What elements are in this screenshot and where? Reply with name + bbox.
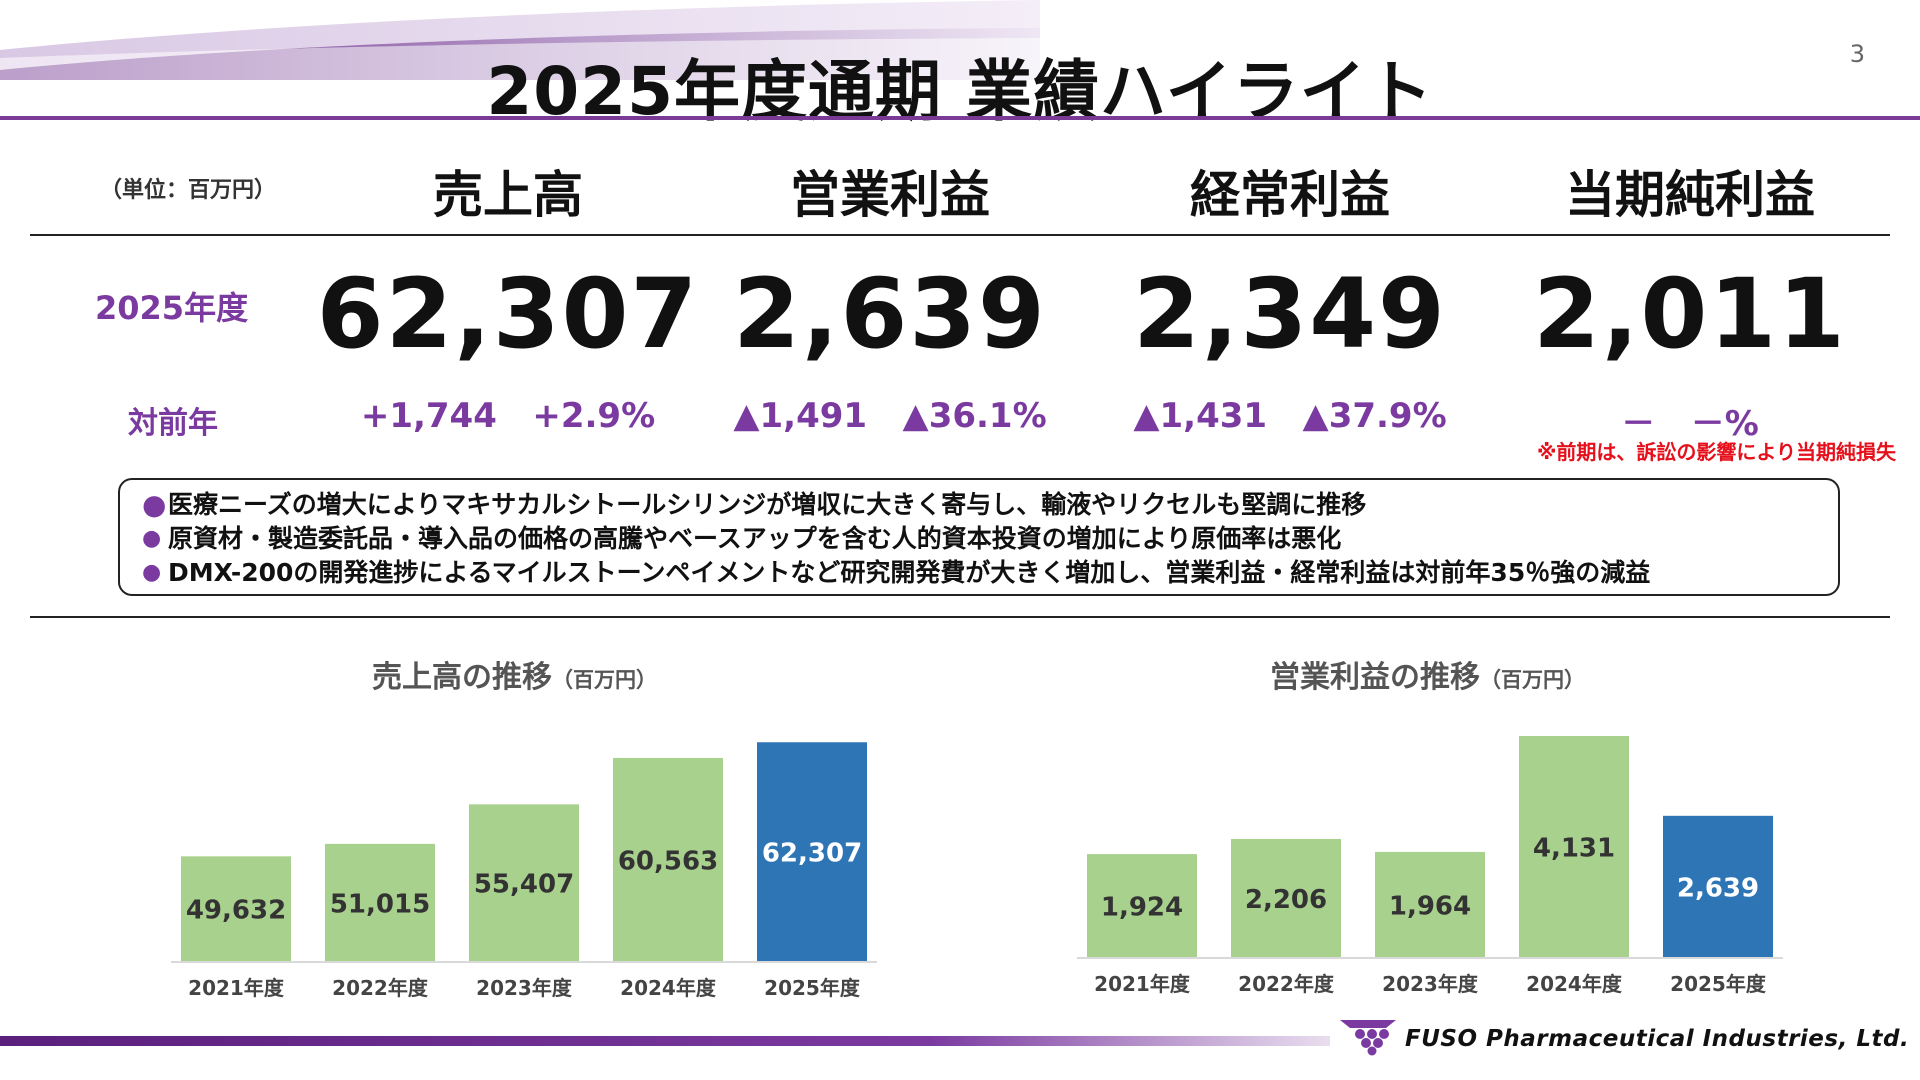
sales-bar	[181, 856, 291, 961]
kpi-value-sales: 62,307	[316, 258, 700, 370]
op-income-chart-title-text: 営業利益の推移	[1270, 660, 1480, 695]
sales-chart-title: 売上高の推移（百万円）	[372, 652, 657, 696]
kpi-yoy-sales: +1,744 +2.9%	[360, 396, 656, 436]
kpi-header-ordinary-income: 経常利益	[1190, 166, 1390, 224]
op-income-bar	[1375, 851, 1485, 957]
op-income-data-label: 2,206	[1245, 885, 1327, 915]
sales-data-label: 51,015	[330, 889, 430, 919]
row-label-year: 2025年度	[95, 289, 249, 327]
summary-item: ● DMX-200の開発進捗によるマイルストーンペイメントなど研究開発費が大きく…	[142, 556, 1838, 590]
bullet-icon: ●	[142, 526, 162, 551]
sales-category-label: 2021年度	[188, 976, 285, 1000]
sales-data-label: 62,307	[762, 839, 862, 869]
op-income-chart: 1,924 2021年度 2,206 2022年度 1,964 2023年度 4,131 20…	[1077, 736, 1783, 996]
header-decoration	[0, 0, 1040, 120]
kpi-header-operating-income: 営業利益	[790, 166, 990, 224]
summary-text: 原資材・製造委託品・導入品の価格の高騰やベースアップを含む人的資本投資の増加によ…	[168, 524, 1342, 553]
title-divider	[0, 116, 1920, 120]
op-income-bar	[1087, 854, 1197, 957]
sales-category-label: 2025年度	[764, 976, 861, 1000]
sales-chart: 49,632 2021年度 51,015 2022年度 55,407 2023年度 60,5…	[171, 742, 877, 1000]
sales-bar	[325, 843, 435, 961]
sales-bar	[613, 757, 723, 961]
sales-category-label: 2022年度	[332, 976, 429, 1000]
kpi-divider	[30, 234, 1890, 236]
footer-bar	[0, 1036, 1330, 1046]
op-income-bar	[1663, 815, 1773, 957]
company-logo-icon	[1340, 1020, 1396, 1056]
sales-chart-title-text: 売上高の推移	[372, 660, 552, 695]
summary-item: ● 医療ニーズの増大によりマキサカルシトールシリンジが増収に大きく寄与し、輸液や…	[142, 488, 1838, 522]
kpi-header-sales: 売上高	[433, 166, 583, 224]
op-income-category-label: 2024年度	[1526, 972, 1623, 996]
sales-data-label: 55,407	[474, 870, 574, 900]
op-income-category-label: 2023年度	[1382, 972, 1479, 996]
sales-category-label: 2023年度	[476, 976, 573, 1000]
company-name: FUSO Pharmaceutical Industries, Ltd.	[1405, 1026, 1910, 1052]
summary-text: DMX-200の開発進捗によるマイルストーンペイメントなど研究開発費が大きく増加…	[168, 558, 1651, 587]
op-income-category-label: 2022年度	[1238, 972, 1335, 996]
op-income-bar	[1519, 736, 1629, 957]
kpi-yoy-operating-income: ▲1,491 ▲36.1%	[733, 396, 1047, 436]
op-income-data-label: 1,924	[1101, 893, 1183, 923]
summary-item: ● 原資材・製造委託品・導入品の価格の高騰やベースアップを含む人的資本投資の増加…	[142, 522, 1838, 556]
op-income-bar	[1231, 838, 1341, 957]
op-income-category-label: 2021年度	[1094, 972, 1191, 996]
row-label-yoy: 対前年	[128, 406, 218, 441]
op-income-category-label: 2025年度	[1670, 972, 1767, 996]
bullet-icon: ●	[142, 560, 162, 585]
section-divider	[30, 616, 1890, 618]
op-income-data-label: 2,639	[1677, 873, 1759, 903]
unit-label: （単位：百万円）	[100, 178, 277, 203]
op-income-chart-title: 営業利益の推移（百万円）	[1270, 652, 1585, 696]
kpi-yoy-ordinary-income: ▲1,431 ▲37.9%	[1133, 396, 1447, 436]
kpi-value-ordinary-income: 2,349	[1133, 258, 1447, 370]
sales-chart-unit: （百万円）	[552, 668, 657, 692]
summary-box: ● 医療ニーズの増大によりマキサカルシトールシリンジが増収に大きく寄与し、輸液や…	[118, 478, 1840, 596]
sales-bar	[757, 742, 867, 961]
bullet-icon: ●	[142, 488, 167, 521]
op-income-chart-unit: （百万円）	[1480, 668, 1585, 692]
sales-data-label: 60,563	[618, 846, 718, 876]
op-income-data-label: 1,964	[1389, 891, 1471, 921]
op-income-data-label: 4,131	[1533, 834, 1615, 864]
summary-text: 医療ニーズの増大によりマキサカルシトールシリンジが増収に大きく寄与し、輸液やリク…	[168, 490, 1367, 519]
kpi-header-net-income: 当期純利益	[1565, 166, 1815, 224]
sales-bar	[469, 804, 579, 961]
sales-data-label: 49,632	[186, 896, 286, 926]
kpi-value-operating-income: 2,639	[733, 258, 1047, 370]
kpi-value-net-income: 2,011	[1533, 258, 1847, 370]
page-number: 3	[1849, 40, 1865, 68]
sales-category-label: 2024年度	[620, 976, 717, 1000]
kpi-yoy-net-income: － －%	[1621, 404, 1759, 444]
footnote: ※前期は、訴訟の影響により当期純損失	[1536, 440, 1896, 464]
